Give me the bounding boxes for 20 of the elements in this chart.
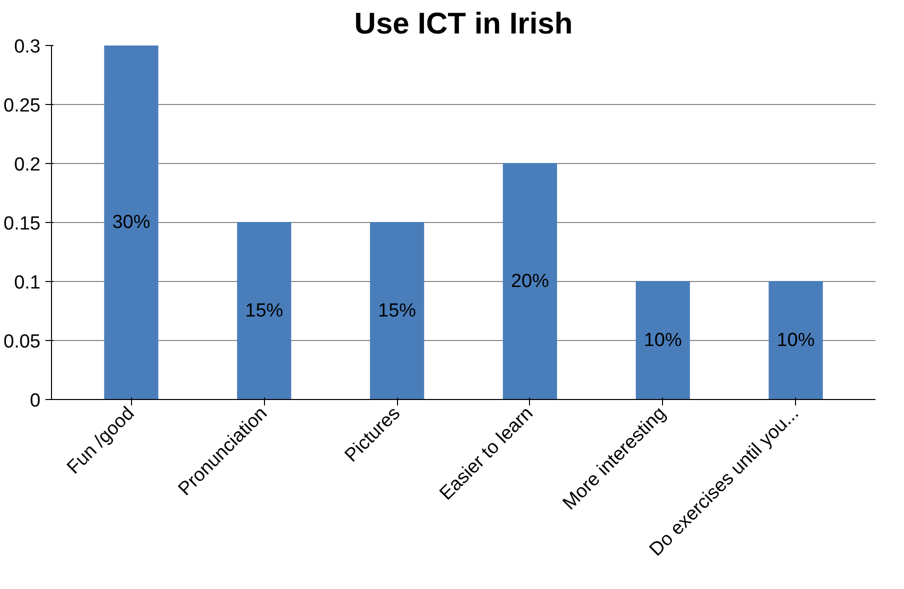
y-tick-label: 0 (30, 390, 41, 412)
data-label: 20% (510, 271, 550, 292)
data-label: 10% (644, 330, 682, 351)
bar (104, 46, 158, 400)
data-label: 15% (378, 300, 416, 322)
y-tick-label: 0.05 (4, 332, 41, 352)
y-tick-label: 0.1 (14, 272, 41, 294)
y-tick-label: 0.25 (4, 96, 41, 116)
data-label: 30% (112, 212, 150, 233)
chart-title: Use ICT in Irish (354, 8, 573, 40)
bar (502, 163, 558, 400)
bar (237, 222, 292, 400)
y-tick-label: 0.15 (4, 214, 41, 234)
y-tick-label: 0.2 (14, 154, 41, 176)
bar (370, 222, 424, 400)
bar (636, 281, 690, 400)
y-tick-label: 0.3 (14, 36, 41, 58)
data-label: 10% (776, 330, 815, 351)
data-label: 15% (245, 300, 284, 322)
bar (768, 281, 823, 400)
